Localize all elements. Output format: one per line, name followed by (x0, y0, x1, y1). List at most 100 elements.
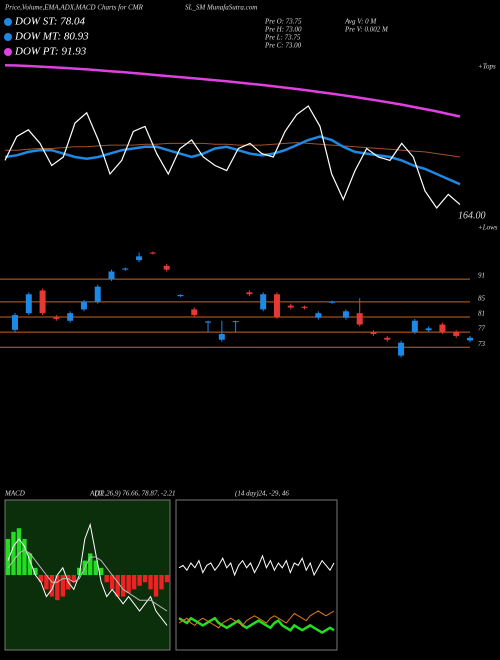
line-series (4, 63, 461, 118)
candle-body (80, 301, 87, 310)
histogram-bar (126, 575, 131, 593)
histogram-bar (38, 575, 44, 583)
legend-marker (4, 33, 12, 41)
y-tick-label: 81 (478, 310, 485, 318)
line-series (4, 135, 461, 186)
candle-body (287, 305, 294, 308)
candle-body (425, 328, 432, 331)
info-text: Pre C: 73.00 (264, 42, 302, 50)
info-text: Avg V: 0 M (344, 18, 377, 26)
info-text: Pre H: 73.00 (264, 26, 302, 34)
candle-body (67, 313, 74, 321)
candle-body (453, 332, 460, 336)
candle-body (218, 334, 225, 340)
candle-body (370, 332, 377, 335)
candle-body (122, 268, 129, 270)
legend-label: DOW ST: 78.04 (14, 16, 85, 28)
histogram-bar (164, 575, 170, 583)
line-series (178, 554, 335, 577)
panel-subtitle: (14 day)24, -29, 46 (235, 490, 289, 498)
histogram-bar (93, 560, 98, 575)
histogram-bar (44, 575, 49, 590)
candle-body (163, 265, 170, 270)
annotation: +Lows (478, 224, 498, 232)
histogram-bar (33, 567, 38, 575)
y-tick-label: 73 (478, 340, 486, 348)
line-series (7, 522, 168, 626)
candle-body (94, 286, 101, 302)
candle-body (149, 252, 156, 254)
candle-body (301, 306, 308, 308)
line-series (4, 105, 461, 209)
line-series (178, 610, 335, 629)
candle-body (205, 321, 212, 323)
histogram-bar (104, 575, 109, 583)
candle-body (25, 294, 32, 314)
histogram-bar (137, 575, 142, 586)
legend-label: DOW MT: 80.93 (14, 31, 89, 43)
histogram-bar (120, 575, 126, 597)
histogram-bar (88, 553, 93, 575)
panel-subtitle: (12,26,9) 76.66, 78.87, -2.21 (95, 490, 176, 498)
candle-body (136, 256, 143, 261)
histogram-bar (16, 528, 22, 575)
histogram-bar (11, 531, 16, 575)
y-tick-label: 77 (478, 325, 486, 333)
histogram-bar (99, 567, 104, 575)
line-series (5, 142, 461, 158)
line-series (7, 549, 168, 612)
candle-body (315, 313, 322, 318)
candle-body (411, 320, 418, 333)
info-text: Pre V: 0.002 M (344, 26, 389, 34)
annotation: 164.00 (458, 210, 486, 221)
candle-body (439, 324, 446, 333)
histogram-bar (27, 553, 33, 575)
histogram-bar (77, 567, 82, 575)
candle-body (191, 309, 198, 316)
histogram-bar (153, 575, 159, 597)
candle-body (329, 301, 336, 303)
histogram-bar (131, 575, 137, 590)
panel-title: MACD (4, 490, 25, 498)
line-series (178, 616, 335, 635)
histogram-bar (142, 575, 148, 583)
histogram-bar (148, 575, 153, 590)
candle-body (232, 321, 239, 323)
histogram-bar (71, 575, 76, 583)
candle-body (356, 313, 363, 325)
histogram-bar (60, 575, 66, 597)
legend-label: DOW PT: 91.93 (14, 46, 87, 58)
histogram-bar (5, 539, 11, 575)
candle-body (398, 342, 405, 356)
histogram-bar (49, 575, 55, 597)
candle-body (384, 337, 391, 340)
y-tick-label: 85 (478, 294, 486, 302)
chart-title: Price,Volume,EMA,ADX,MACD Charts for CMR (4, 4, 144, 12)
annotation: +Tops (478, 63, 496, 71)
candle-body (12, 315, 18, 330)
candle-body (342, 311, 349, 318)
candle-body (108, 271, 115, 280)
candle-body (177, 295, 184, 297)
y-tick-label: 91 (478, 272, 485, 280)
macd-panel (4, 499, 171, 651)
candle-body (260, 294, 267, 310)
legend-marker (4, 48, 12, 56)
candle-body (39, 290, 46, 314)
histogram-bar (55, 575, 60, 601)
candle-body (467, 337, 473, 341)
candle-body (53, 316, 60, 319)
info-text: Pre L: 73.75 (264, 34, 301, 42)
histogram-bar (159, 575, 164, 590)
candle-body (246, 292, 253, 295)
candle-body (273, 294, 280, 317)
histogram-bar (109, 575, 115, 590)
info-text: Pre O: 73.75 (264, 18, 302, 26)
legend-marker (4, 18, 12, 26)
histogram-bar (115, 575, 120, 597)
histogram-bar (22, 539, 27, 575)
panel-title: ADX (89, 490, 104, 498)
site-name: SL_SM MunafaSutra.com (185, 4, 257, 12)
